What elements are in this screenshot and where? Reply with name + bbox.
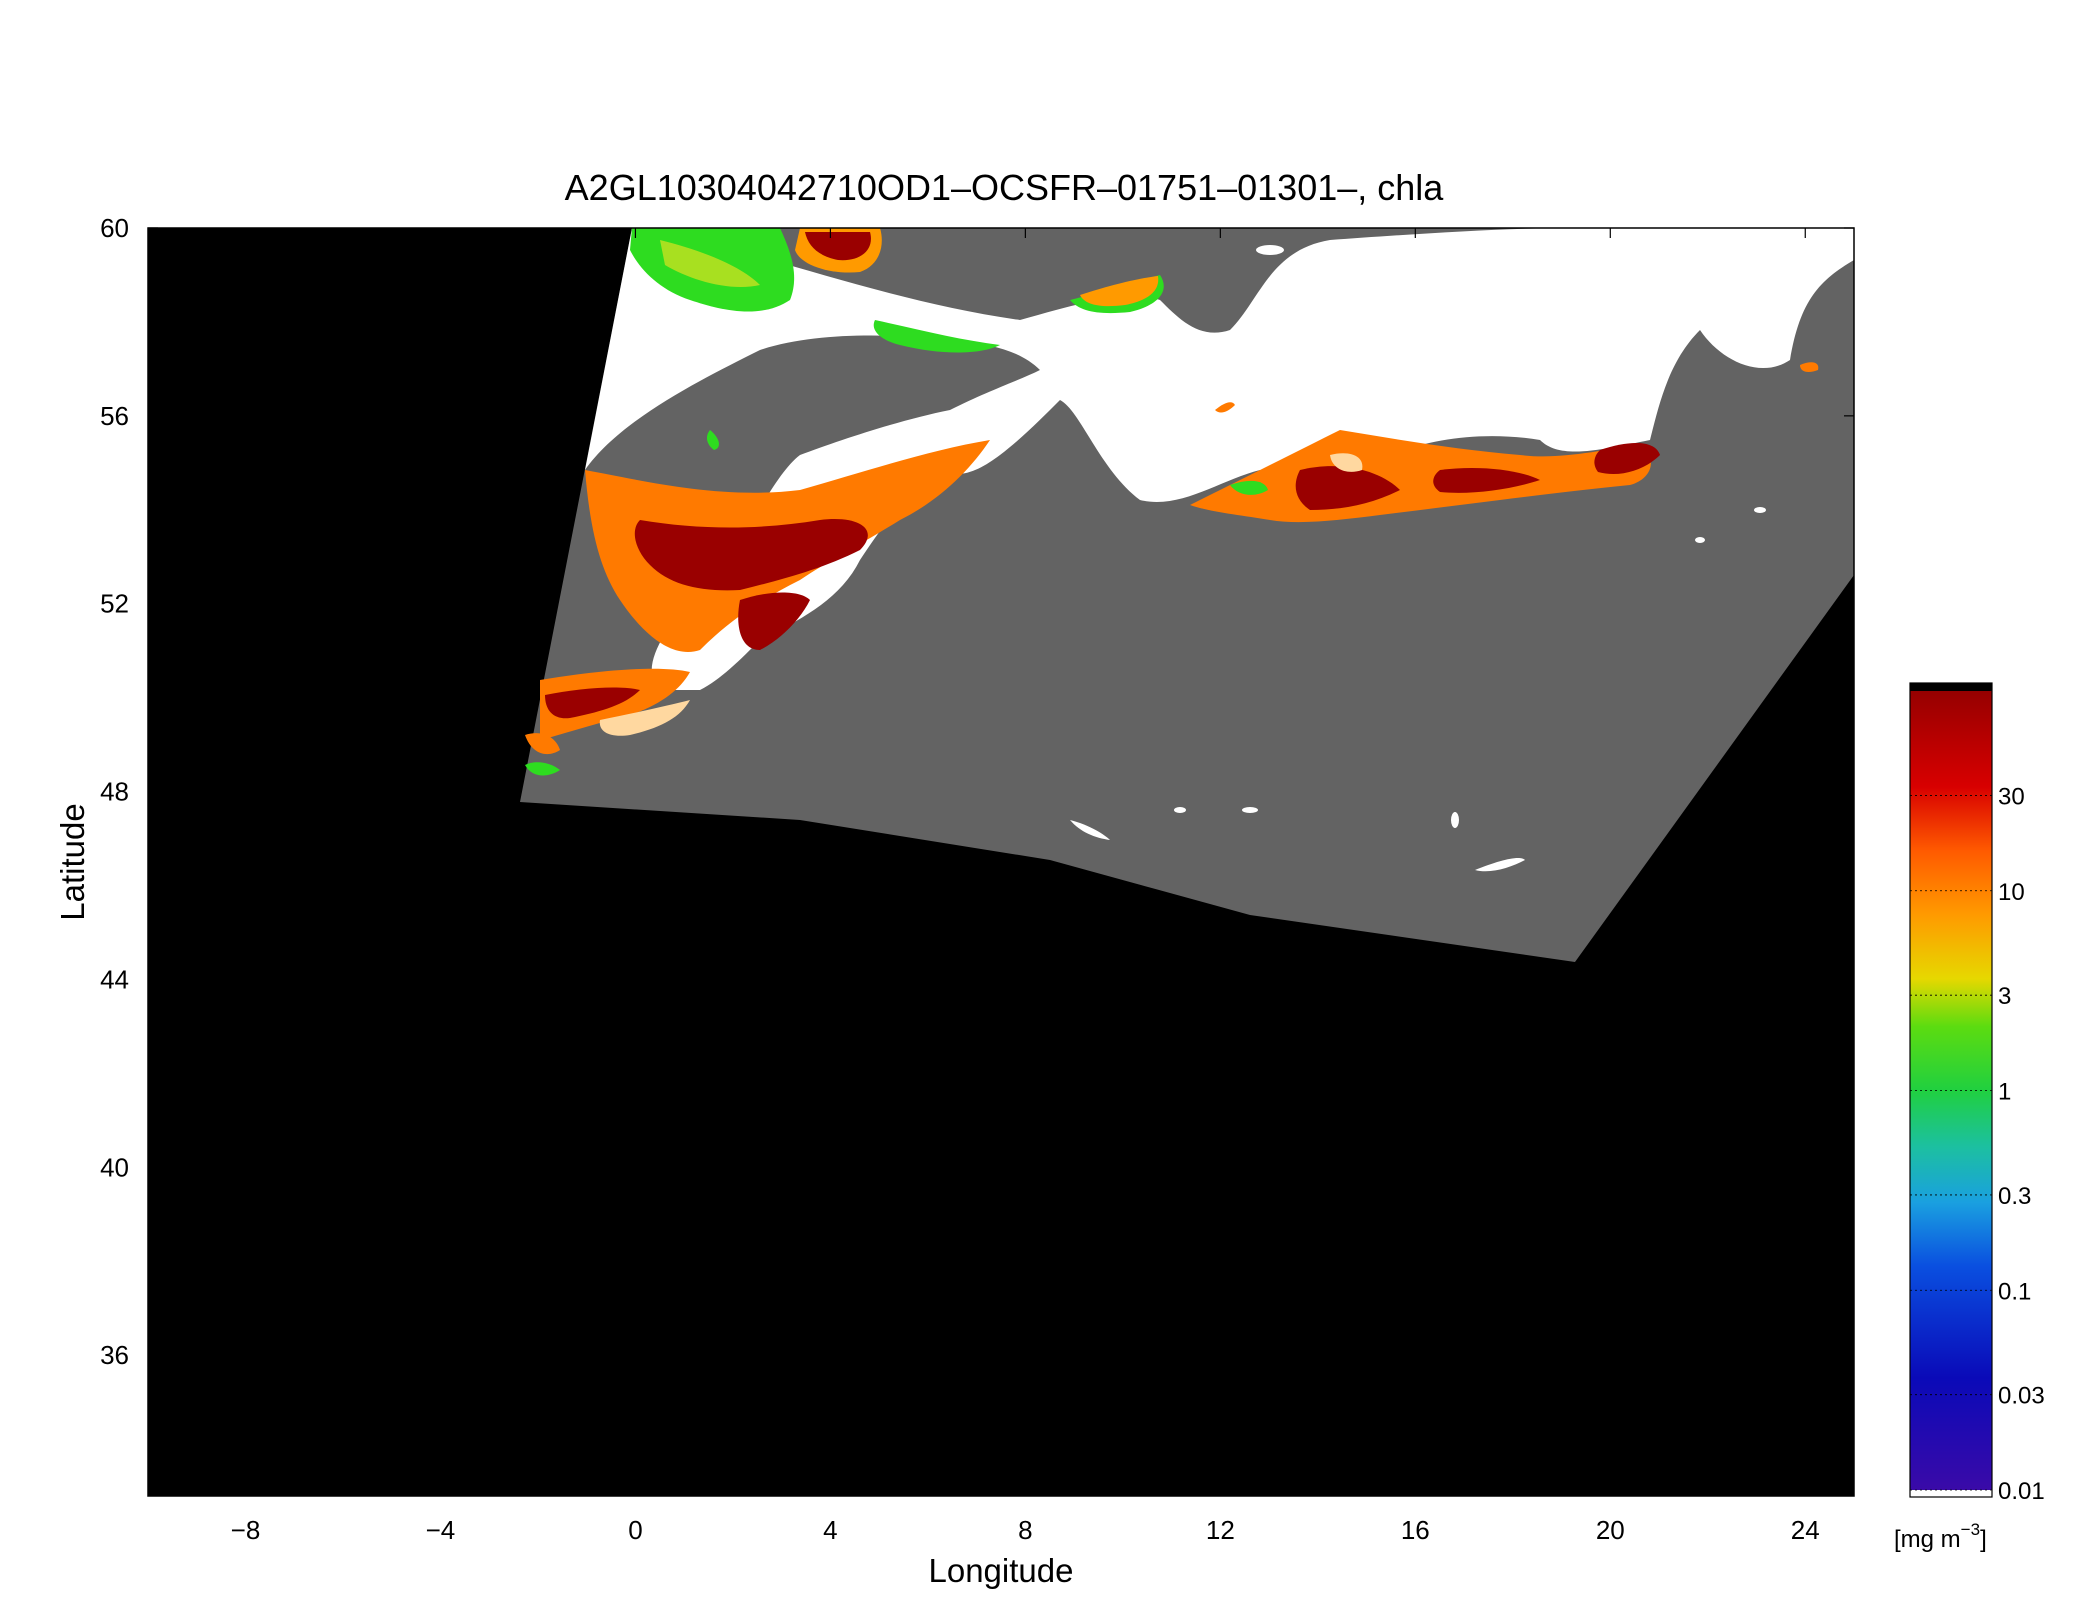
x-tick-label: −8 xyxy=(231,1515,261,1545)
y-tick-label: 48 xyxy=(100,777,129,807)
y-tick-label: 56 xyxy=(100,401,129,431)
colorbar-tick-label: 3 xyxy=(1998,983,2011,1010)
y-axis-ticks: 60 56 52 48 44 40 36 xyxy=(100,213,1854,1370)
y-tick-label: 44 xyxy=(100,964,129,994)
colorbar-tick-label: 30 xyxy=(1998,783,2025,810)
colorbar-tick-label: 0.3 xyxy=(1998,1183,2031,1210)
x-tick-label: 4 xyxy=(823,1515,837,1545)
colorbar-unit: [mg m−3] xyxy=(1894,1520,1987,1553)
y-tick-label: 40 xyxy=(100,1152,129,1182)
x-tick-label: 0 xyxy=(628,1515,642,1545)
y-tick-label: 60 xyxy=(100,213,129,243)
colorbar-tick-label: 0.01 xyxy=(1998,1478,2045,1505)
colorbar: 30 10 3 1 0.3 0.1 0.03 0.01 [mg m−3] xyxy=(1894,682,2045,1553)
chart-title: A2GL10304042710OD1–OCSFR–01751–01301–, c… xyxy=(565,167,1445,208)
x-tick-label: 8 xyxy=(1018,1515,1032,1545)
colorbar-frame xyxy=(1909,682,1993,1498)
colorbar-ticks: 30 10 3 1 0.3 0.1 0.03 0.01 xyxy=(1910,783,2045,1505)
x-axis-label: Longitude xyxy=(929,1552,1074,1589)
x-tick-label: −4 xyxy=(426,1515,456,1545)
x-tick-label: 12 xyxy=(1206,1515,1235,1545)
y-axis-label: Latitude xyxy=(54,803,91,920)
y-tick-label: 36 xyxy=(100,1340,129,1370)
x-tick-label: 20 xyxy=(1596,1515,1625,1545)
chlorophyll-field xyxy=(525,228,1819,776)
colorbar-tick-label: 0.1 xyxy=(1998,1278,2031,1305)
x-axis-ticks: −8 −4 0 4 8 12 16 20 24 xyxy=(231,228,1820,1545)
map-panel xyxy=(148,228,1854,1496)
colorbar-tick-label: 0.03 xyxy=(1998,1383,2045,1410)
x-tick-label: 24 xyxy=(1791,1515,1820,1545)
colorbar-overflow xyxy=(1910,683,1992,691)
colorbar-tick-label: 1 xyxy=(1998,1079,2011,1106)
y-tick-label: 52 xyxy=(100,589,129,619)
x-tick-label: 16 xyxy=(1401,1515,1430,1545)
axes-frame xyxy=(147,227,1855,1497)
small-clouds xyxy=(1174,241,1766,828)
colorbar-tick-label: 10 xyxy=(1998,879,2025,906)
